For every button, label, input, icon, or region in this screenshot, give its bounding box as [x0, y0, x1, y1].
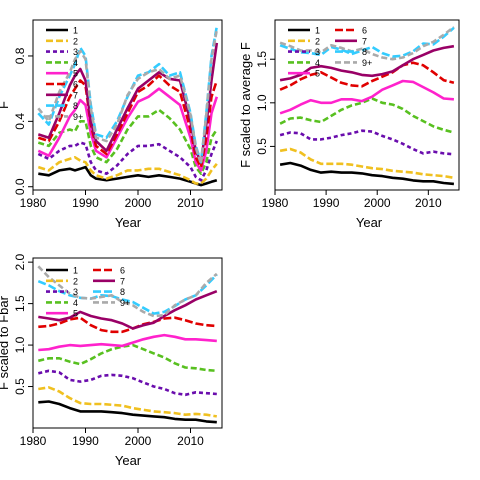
legend-label: 7 — [362, 36, 367, 46]
x-tick-label: 2000 — [125, 196, 152, 210]
x-axis-label: Year — [115, 453, 142, 468]
legend-label: 6 — [73, 80, 78, 90]
series-line-5 — [37, 87, 219, 172]
legend-label: 1 — [315, 26, 320, 36]
series-line-3 — [37, 369, 217, 397]
series-line-7 — [38, 289, 218, 330]
series-group — [279, 25, 455, 186]
x-tick-label: 1980 — [262, 196, 289, 210]
y-axis-label: F scaled to average F — [238, 42, 253, 168]
chart-panel-3: 1980 1990 2000 2010 0.5 1.0 1.5 2.0 Year F scaled… — [0, 253, 223, 468]
y-axis-label: F — [0, 101, 11, 109]
series-line-3 — [37, 140, 219, 182]
legend-label: 1 — [73, 26, 78, 36]
x-tick-label: 2010 — [415, 196, 442, 210]
legend-label: 4 — [73, 298, 78, 308]
legend-label: 9+ — [362, 58, 372, 68]
series-line-6 — [37, 74, 219, 169]
series-line-5 — [279, 79, 455, 115]
legend-label: 2 — [315, 36, 320, 46]
series-line-3 — [279, 129, 455, 156]
legend-label: 4 — [315, 58, 320, 68]
x-tick-label: 2000 — [364, 196, 391, 210]
series-line-2 — [279, 147, 455, 180]
x-tick-label: 2000 — [125, 434, 152, 448]
series-line-4 — [37, 343, 217, 373]
series-line-1 — [279, 161, 455, 186]
legend-label: 5 — [73, 309, 78, 319]
y-tick-label: 0.4 — [13, 113, 27, 130]
series-line-7 — [37, 42, 219, 164]
series-line-9 — [37, 265, 218, 318]
legend-label: 3 — [315, 47, 320, 57]
y-tick-label: 1.0 — [13, 336, 27, 353]
series-line-8 — [37, 273, 218, 315]
legend-label: 9+ — [73, 112, 83, 122]
plot-frame — [32, 257, 223, 429]
legend-label: 8 — [362, 47, 367, 57]
series-line-9 — [37, 29, 219, 166]
x-tick-label: 2010 — [177, 196, 204, 210]
legend-label: 3 — [73, 47, 78, 57]
legend-label: 5 — [315, 69, 320, 79]
x-tick-label: 2010 — [177, 434, 204, 448]
x-tick-label: 1980 — [20, 434, 47, 448]
y-tick-label: 0.0 — [13, 178, 27, 195]
legend-label: 5 — [73, 69, 78, 79]
legend-label: 6 — [362, 26, 367, 36]
x-axis-label: Year — [115, 215, 142, 230]
series-line-8 — [279, 26, 455, 58]
legend-label: 4 — [73, 58, 78, 68]
legend-label: 8 — [73, 101, 78, 111]
y-tick-label: 1.0 — [255, 94, 269, 111]
y-tick-label: 0.5 — [255, 138, 269, 155]
legend-label: 9+ — [120, 298, 130, 308]
x-axis-label: Year — [356, 215, 383, 230]
plot-frame — [274, 19, 460, 191]
legend-label: 2 — [73, 36, 78, 46]
x-tick-label: 1990 — [72, 196, 99, 210]
legend-label: 8 — [120, 287, 125, 297]
legend-label: 1 — [73, 266, 78, 276]
y-tick-label: 2.0 — [13, 253, 27, 270]
legend-label: 3 — [73, 287, 78, 297]
series-line-6 — [38, 316, 217, 334]
legend-label: 7 — [73, 90, 78, 100]
series-group — [37, 26, 219, 187]
x-tick-label: 1990 — [313, 196, 340, 210]
series-line-2 — [37, 156, 218, 185]
chart-panel-2: 1980 1990 2000 2010 0.5 1.0 1.5 Year F scaled to… — [238, 19, 460, 230]
series-line-5 — [38, 333, 217, 352]
series-line-4 — [279, 97, 455, 134]
x-tick-label: 1990 — [72, 434, 99, 448]
legend-label: 2 — [73, 276, 78, 286]
series-line-2 — [38, 386, 218, 418]
series-line-7 — [279, 44, 455, 82]
plot-frame — [32, 19, 223, 191]
y-axis-label: F scaled to Fbar — [0, 295, 11, 390]
series-line-4 — [37, 108, 218, 175]
y-tick-label: 0.8 — [13, 47, 27, 64]
legend-label: 7 — [120, 276, 125, 286]
y-tick-label: 1.5 — [255, 51, 269, 68]
x-tick-label: 1980 — [20, 196, 47, 210]
y-tick-label: 0.5 — [13, 378, 27, 395]
y-tick-label: 1.5 — [13, 295, 27, 312]
series-line-6 — [279, 61, 455, 91]
legend-label: 6 — [120, 266, 125, 276]
series-line-1 — [38, 400, 217, 424]
series-group — [37, 265, 218, 424]
